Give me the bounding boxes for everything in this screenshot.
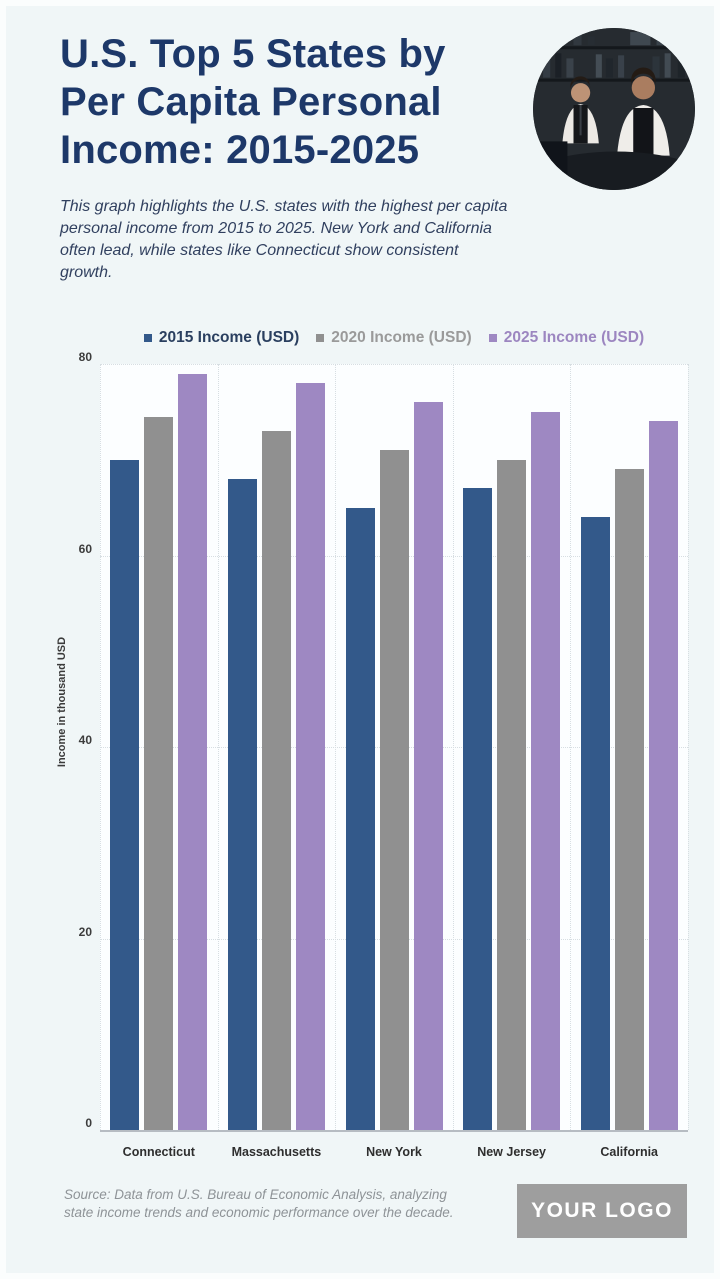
legend-label: 2025 Income (USD)	[503, 329, 645, 346]
v-gridline-4	[570, 364, 572, 1130]
legend-marker-icon	[143, 334, 152, 342]
v-gridline-5	[688, 364, 689, 1130]
bar-new-jersey-2020	[497, 459, 527, 1130]
y-tick-label-60: 60	[78, 541, 92, 556]
bar-new-york-2025	[413, 402, 443, 1130]
logo-placeholder: YOUR LOGO	[517, 1184, 687, 1238]
bar-california-2020	[614, 469, 644, 1130]
v-gridline-2	[335, 364, 337, 1130]
source-note: Source: Data from U.S. Bureau of Economi…	[64, 1187, 454, 1220]
bar-connecticut-2025	[178, 373, 208, 1130]
bar-new-jersey-2025	[531, 411, 561, 1130]
x-axis-label-connecticut: Connecticut	[122, 1145, 195, 1159]
bar-california-2025	[648, 421, 678, 1130]
bar-massachusetts-2025	[295, 383, 325, 1130]
y-tick-label-0: 0	[85, 1116, 92, 1130]
bar-new-jersey-2015	[463, 488, 493, 1130]
bar-massachusetts-2020	[261, 431, 291, 1130]
chart-legend: 2015 Income (USD) 2020 Income (USD) 2025 I…	[100, 327, 688, 349]
y-axis-title: Income in thousand USD	[56, 636, 68, 768]
bar-connecticut-2020	[144, 416, 174, 1130]
legend-item-2025: 2025 Income (USD)	[488, 329, 645, 347]
bar-connecticut-2015	[110, 459, 140, 1130]
y-tick-label-20: 20	[78, 924, 92, 939]
bar-new-york-2015	[345, 507, 375, 1130]
legend-label: 2015 Income (USD)	[158, 329, 300, 346]
h-gridline-80	[100, 364, 688, 365]
bar-scene-graphic	[533, 28, 695, 190]
page-subtitle: This graph highlights the U.S. states wi…	[60, 198, 508, 281]
legend-item-2015: 2015 Income (USD)	[143, 329, 300, 347]
bar-new-york-2020	[379, 450, 409, 1130]
v-gridline-1	[217, 364, 219, 1130]
legend-item-2020: 2020 Income (USD)	[316, 329, 472, 347]
legend-marker-icon	[488, 334, 497, 342]
legend-label: 2020 Income (USD)	[331, 329, 472, 346]
bar-california-2015	[580, 517, 610, 1130]
v-gridline-0	[100, 364, 101, 1130]
x-axis-label-new-york: New York	[366, 1145, 422, 1159]
y-tick-label-80: 80	[78, 350, 92, 364]
bar-massachusetts-2015	[227, 478, 257, 1130]
logo-text: YOUR LOGO	[531, 1199, 673, 1222]
y-tick-label-40: 40	[78, 733, 92, 747]
page-title-line-1: U.S. Top 5 States by	[60, 32, 446, 76]
x-axis-label-massachusetts: Massachusetts	[231, 1145, 322, 1159]
page-title-line-2: Per Capita Personal	[60, 80, 442, 124]
x-axis-label-california: California	[600, 1145, 659, 1159]
x-axis-label-new-jersey: New Jersey	[477, 1145, 546, 1159]
page-title-line-3: Income: 2015-2025	[60, 128, 420, 172]
page-title: U.S. Top 5 States by Per Capita Personal…	[60, 30, 530, 174]
plot-area: 0 20 40 60 80 Connecticut Massachusetts New Yor…	[79, 350, 689, 1159]
v-gridline-3	[452, 364, 454, 1130]
header-photo	[533, 28, 695, 190]
legend-marker-icon	[316, 334, 325, 342]
